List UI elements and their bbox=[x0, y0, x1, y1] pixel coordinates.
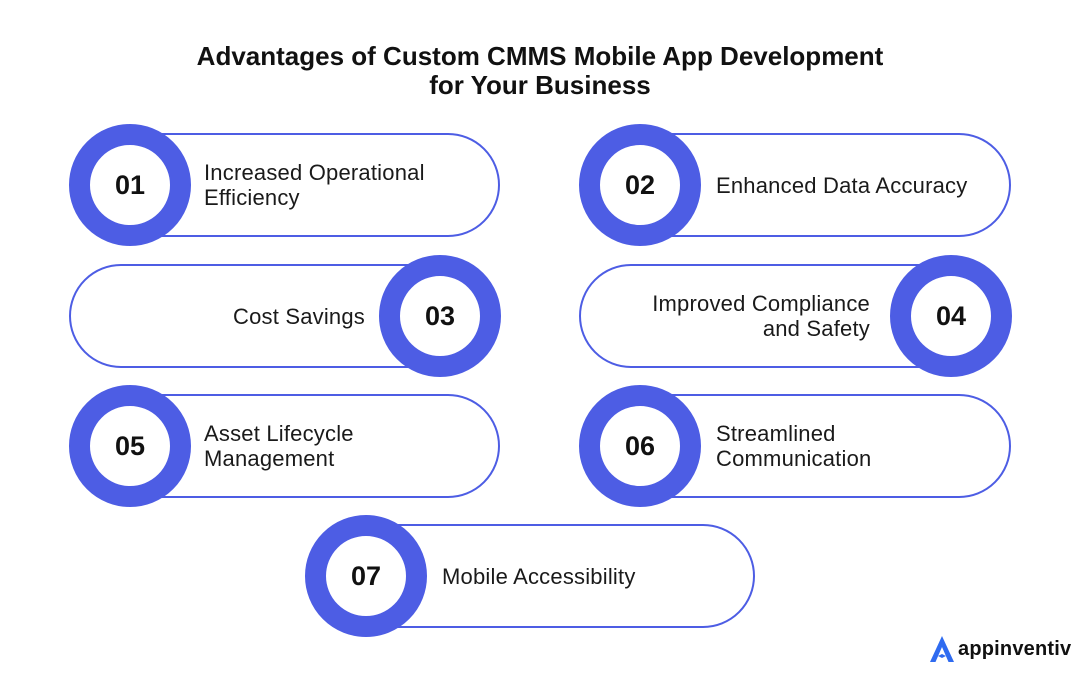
item-label-line: Enhanced Data Accuracy bbox=[716, 172, 968, 198]
item-number-badge: 02 bbox=[579, 124, 701, 246]
item-label-line: Streamlined bbox=[716, 421, 836, 446]
item-label-line: Management bbox=[204, 446, 335, 471]
item-label-line: Improved Compliance bbox=[652, 291, 870, 316]
item-label: Asset Lifecycle Management bbox=[204, 394, 489, 498]
item-label-line: Mobile Accessibility bbox=[442, 563, 636, 589]
logo-text: appinventiv bbox=[958, 637, 1072, 660]
item-label-line: Increased Operational bbox=[204, 160, 425, 185]
item-label: Cost Savings bbox=[80, 264, 365, 368]
item-number-badge: 07 bbox=[305, 515, 427, 637]
item-number-badge: 03 bbox=[379, 255, 501, 377]
appinventiv-logo: appinventiv bbox=[929, 634, 1071, 664]
item-label: Enhanced Data Accuracy bbox=[716, 133, 1001, 237]
item-number-badge: 06 bbox=[579, 385, 701, 507]
item-number-badge: 01 bbox=[69, 124, 191, 246]
item-number-badge: 05 bbox=[69, 385, 191, 507]
item-label: Streamlined Communication bbox=[716, 394, 1001, 498]
item-label-line: Cost Savings bbox=[232, 303, 365, 329]
page-title: Advantages of Custom CMMS Mobile App Dev… bbox=[0, 42, 1080, 100]
item-number-badge: 04 bbox=[890, 255, 1012, 377]
item-label: Increased Operational Efficiency bbox=[204, 133, 489, 237]
item-label-line: Communication bbox=[716, 446, 872, 471]
item-label: Mobile Accessibility bbox=[442, 524, 742, 628]
appinventiv-logo-icon bbox=[930, 636, 954, 662]
item-label-line: Efficiency bbox=[204, 185, 300, 210]
item-label-line: Asset Lifecycle bbox=[204, 421, 354, 446]
title-line-1: Advantages of Custom CMMS Mobile App Dev… bbox=[196, 41, 884, 71]
item-label: Improved Compliance and Safety bbox=[585, 264, 870, 368]
item-label-line: and Safety bbox=[762, 316, 870, 341]
title-line-2: for Your Business bbox=[429, 70, 651, 100]
